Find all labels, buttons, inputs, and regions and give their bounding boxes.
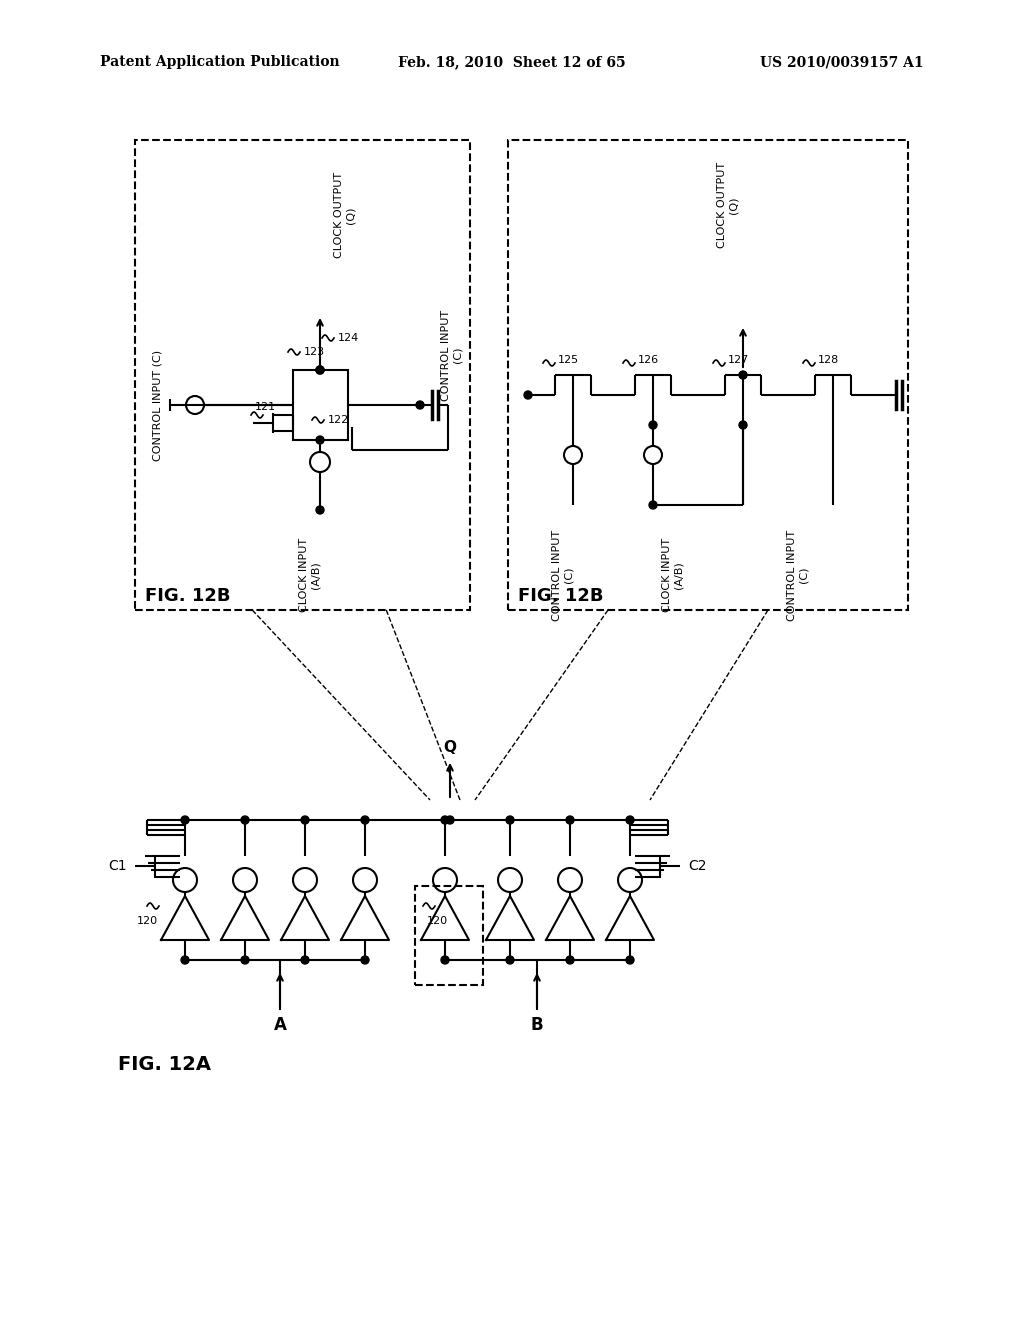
Circle shape xyxy=(181,816,189,824)
Text: 128: 128 xyxy=(818,355,840,366)
Text: C2: C2 xyxy=(688,859,707,873)
Text: CLOCK OUTPUT
(Q): CLOCK OUTPUT (Q) xyxy=(717,162,738,248)
Text: FIG. 12B: FIG. 12B xyxy=(145,587,230,605)
Bar xyxy=(415,886,483,985)
Circle shape xyxy=(416,401,424,409)
Circle shape xyxy=(316,366,324,374)
Bar xyxy=(293,370,348,440)
Circle shape xyxy=(310,451,330,473)
Bar xyxy=(135,140,470,610)
Circle shape xyxy=(301,956,309,964)
Circle shape xyxy=(564,446,582,465)
Circle shape xyxy=(626,816,634,824)
Text: US 2010/0039157 A1: US 2010/0039157 A1 xyxy=(761,55,924,69)
Text: Feb. 18, 2010  Sheet 12 of 65: Feb. 18, 2010 Sheet 12 of 65 xyxy=(398,55,626,69)
Circle shape xyxy=(524,391,532,399)
Circle shape xyxy=(316,506,324,513)
Text: 127: 127 xyxy=(728,355,750,366)
Text: CONTROL INPUT (C): CONTROL INPUT (C) xyxy=(152,350,162,461)
Circle shape xyxy=(739,421,746,429)
Circle shape xyxy=(241,816,249,824)
Circle shape xyxy=(506,956,514,964)
Text: Patent Application Publication: Patent Application Publication xyxy=(100,55,340,69)
Circle shape xyxy=(433,869,457,892)
Circle shape xyxy=(316,366,324,374)
Circle shape xyxy=(293,869,317,892)
Circle shape xyxy=(181,956,189,964)
Text: CLOCK INPUT
(A/B): CLOCK INPUT (A/B) xyxy=(663,539,684,612)
Circle shape xyxy=(441,956,449,964)
Circle shape xyxy=(316,436,324,444)
Text: CONTROL INPUT
(C): CONTROL INPUT (C) xyxy=(552,529,573,620)
Circle shape xyxy=(644,446,662,465)
Circle shape xyxy=(353,869,377,892)
Circle shape xyxy=(361,956,369,964)
Text: CLOCK INPUT
(A/B): CLOCK INPUT (A/B) xyxy=(299,539,321,612)
Circle shape xyxy=(626,956,634,964)
Circle shape xyxy=(233,869,257,892)
Circle shape xyxy=(186,396,204,414)
Circle shape xyxy=(649,502,657,510)
Text: 120: 120 xyxy=(426,916,447,927)
Circle shape xyxy=(566,956,574,964)
Text: B: B xyxy=(530,1016,544,1034)
Circle shape xyxy=(241,956,249,964)
Text: 121: 121 xyxy=(254,403,275,412)
Circle shape xyxy=(446,816,454,824)
Text: 126: 126 xyxy=(638,355,659,366)
Text: 122: 122 xyxy=(328,414,349,425)
Text: CONTROL INPUT
(C): CONTROL INPUT (C) xyxy=(441,309,463,400)
Circle shape xyxy=(739,371,746,379)
Text: A: A xyxy=(273,1016,287,1034)
Circle shape xyxy=(566,816,574,824)
Circle shape xyxy=(361,816,369,824)
Text: 125: 125 xyxy=(558,355,580,366)
Circle shape xyxy=(618,869,642,892)
Text: CONTROL INPUT
(C): CONTROL INPUT (C) xyxy=(787,529,809,620)
Circle shape xyxy=(498,869,522,892)
Circle shape xyxy=(173,869,197,892)
Text: FIG. 12B: FIG. 12B xyxy=(518,587,603,605)
Text: Q: Q xyxy=(443,741,457,755)
Text: 123: 123 xyxy=(304,347,326,356)
Circle shape xyxy=(558,869,582,892)
Text: CLOCK OUTPUT
(Q): CLOCK OUTPUT (Q) xyxy=(334,172,355,259)
Circle shape xyxy=(649,421,657,429)
Text: 120: 120 xyxy=(136,916,158,927)
Circle shape xyxy=(506,816,514,824)
Text: C1: C1 xyxy=(109,859,127,873)
Bar xyxy=(508,140,908,610)
Circle shape xyxy=(441,816,449,824)
Circle shape xyxy=(301,816,309,824)
Text: FIG. 12A: FIG. 12A xyxy=(118,1056,211,1074)
Text: 124: 124 xyxy=(338,333,359,343)
